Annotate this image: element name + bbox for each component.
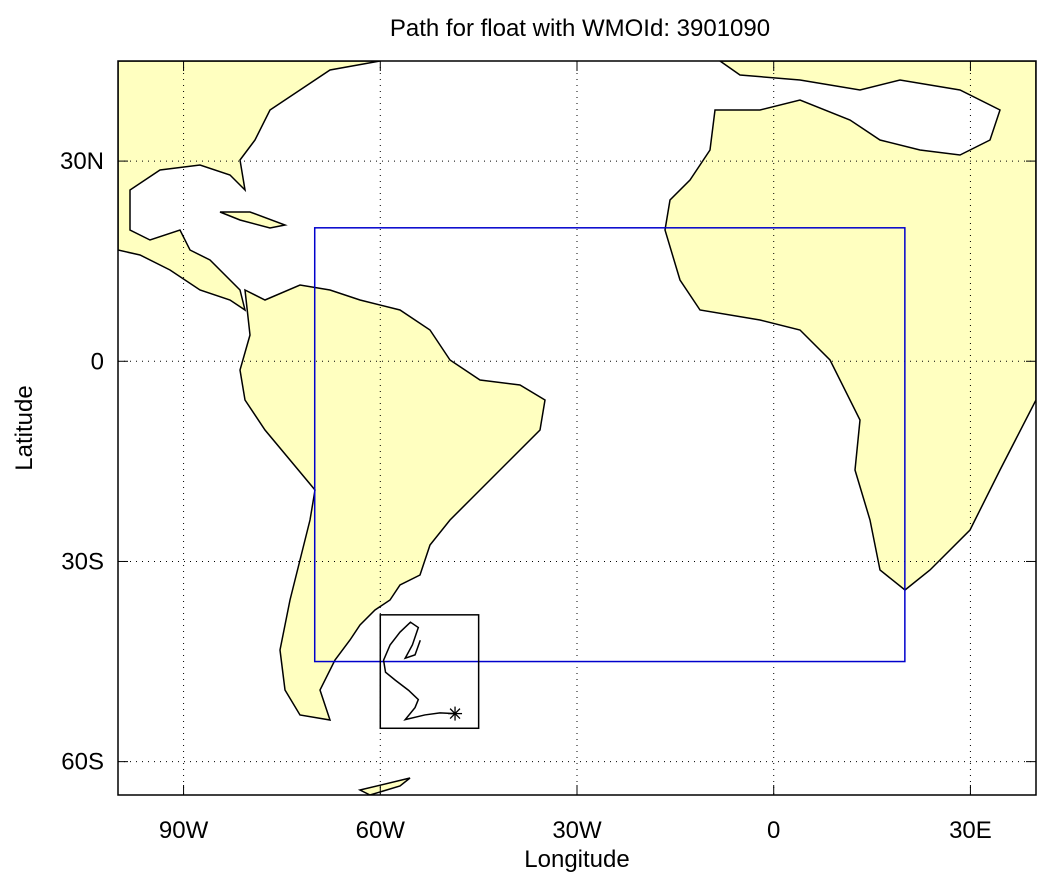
y-tick-label: 60S [61, 749, 104, 776]
y-axis-label: Latitude [11, 385, 38, 470]
south-america [239, 284, 546, 721]
chart-title: Path for float with WMOId: 3901090 [390, 15, 770, 42]
x-tick-label: 30W [552, 817, 602, 844]
x-tick-label: 60W [356, 817, 406, 844]
y-tick-label: 30N [60, 148, 104, 175]
region-box [313, 227, 906, 663]
x-axis-label: Longitude [524, 846, 629, 873]
africa-europe [664, 61, 1036, 591]
x-tick-label: 0 [767, 817, 780, 844]
x-tick-label: 90W [159, 817, 209, 844]
cuba [219, 211, 288, 229]
land [118, 61, 1036, 795]
region-box [379, 614, 480, 730]
antarctic-peninsula [357, 777, 411, 795]
y-tick-label: 0 [91, 348, 104, 375]
start-marker [448, 706, 463, 721]
x-tick-label: 30E [949, 817, 992, 844]
marker-stroke [449, 708, 461, 720]
float-path [382, 621, 456, 721]
y-tick-label: 30S [61, 548, 104, 575]
